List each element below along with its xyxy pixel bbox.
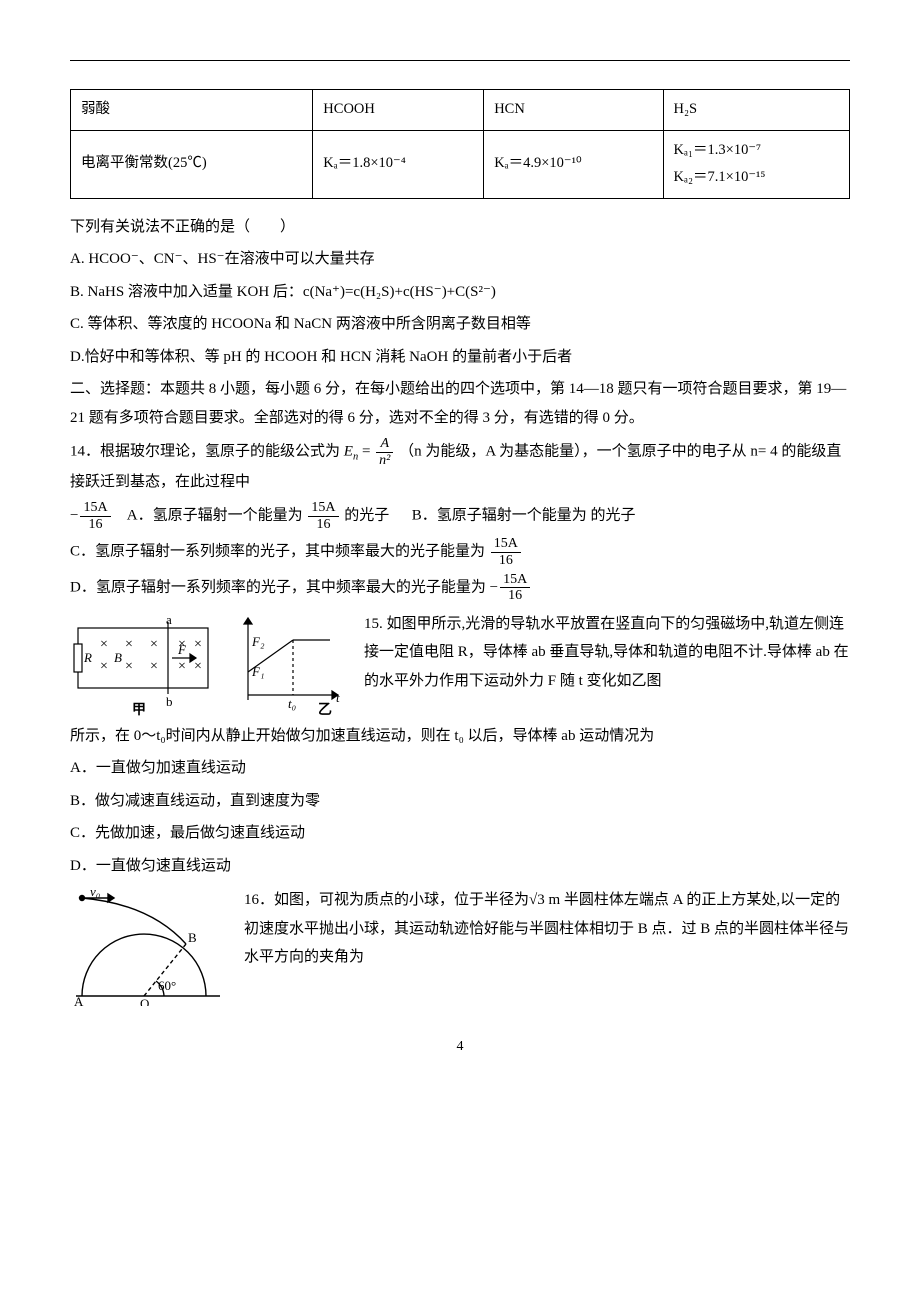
- frac-num: 15A: [491, 536, 521, 552]
- neg: −: [490, 579, 498, 595]
- svg-text:×: ×: [194, 637, 202, 652]
- stem-text: 14．根据玻尔理论，氢原子的能级公式为: [70, 443, 340, 459]
- svg-text:×: ×: [150, 659, 158, 674]
- label-b: b: [166, 694, 173, 709]
- svg-text:×: ×: [125, 659, 133, 674]
- semicircle-svg: v₀ B A O 60°: [70, 886, 230, 1006]
- label-O: O: [140, 996, 149, 1006]
- svg-text:×: ×: [150, 637, 158, 652]
- svg-text:×: ×: [100, 637, 108, 652]
- frac-den: n²: [376, 453, 393, 468]
- option: D．氢原子辐射一系列频率的光子，其中频率最大的光子能量为 − 15A 16: [70, 572, 850, 604]
- row-label: 电离平衡常数(25℃): [71, 130, 313, 198]
- svg-text:×: ×: [100, 659, 108, 674]
- stem-text: 16．如图，可视为质点的小球，位于半径为: [244, 892, 529, 908]
- cell: Kₐ＝1.8×10⁻⁴: [313, 130, 484, 198]
- cell: Kₐ＝4.9×10⁻¹⁰: [484, 130, 663, 198]
- col-header: HCOOH: [313, 90, 484, 131]
- option-text: C．氢原子辐射一系列频率的光子，其中频率最大的光子能量为: [70, 544, 485, 560]
- label-a: a: [166, 612, 172, 627]
- option: C．氢原子辐射一系列频率的光子，其中频率最大的光子能量为 15A 16: [70, 536, 850, 568]
- cell-line: Kₐ₂＝7.1×10⁻¹⁵: [674, 164, 839, 192]
- figure-15: ××× ××× ×× ×× R B a b F 甲: [70, 610, 350, 720]
- fraction: 15A 16: [500, 572, 530, 604]
- sqrt: √3: [529, 892, 545, 908]
- option: D.恰好中和等体积、等 pH 的 HCOOH 和 HCN 消耗 NaOH 的量前…: [70, 343, 850, 372]
- option: C. 等体积、等浓度的 HCOONa 和 NaCN 两溶液中所含阴离子数目相等: [70, 310, 850, 339]
- caption-yi: 乙: [318, 702, 332, 718]
- label-B: B: [114, 650, 122, 665]
- cell-line: Kₐ₁＝1.3×10⁻⁷: [674, 137, 839, 165]
- label-t0: t₀: [288, 696, 296, 711]
- table-row: 电离平衡常数(25℃) Kₐ＝1.8×10⁻⁴ Kₐ＝4.9×10⁻¹⁰ Kₐ₁…: [71, 130, 850, 198]
- frac-den: 16: [308, 517, 338, 532]
- frac-den: 16: [491, 553, 521, 568]
- question-stem: 14．根据玻尔理论，氢原子的能级公式为 En = A n² （n 为能级，A 为…: [70, 436, 850, 496]
- option-text: A．氢原子辐射一个能量为: [127, 508, 303, 524]
- option: B. NaHS 溶液中加入适量 KOH 后：c(Na⁺)=c(H₂S)+c(HS…: [70, 278, 850, 307]
- var-sub: n: [353, 451, 358, 462]
- col-header: HCN: [484, 90, 663, 131]
- option: D．一直做匀速直线运动: [70, 852, 850, 881]
- option: A. HCOO⁻、CN⁻、HS⁻在溶液中可以大量共存: [70, 245, 850, 274]
- label-B: B: [188, 930, 197, 945]
- cell: Kₐ₁＝1.3×10⁻⁷ Kₐ₂＝7.1×10⁻¹⁵: [663, 130, 849, 198]
- page-number: 4: [70, 1034, 850, 1061]
- frac-den: 16: [80, 517, 110, 532]
- leading-frac: −: [70, 508, 78, 524]
- fraction: 15A 16: [491, 536, 521, 568]
- option-text: 的光子: [344, 508, 389, 524]
- option-row: − 15A 16 A．氢原子辐射一个能量为 15A 16 的光子 B．氢原子辐射…: [70, 500, 850, 532]
- question-stem: 15. 如图甲所示,光滑的导轨水平放置在竖直向下的匀强磁场中,轨道左侧连接一定值…: [364, 610, 850, 696]
- option: B．做匀减速直线运动，直到速度为零: [70, 787, 850, 816]
- svg-text:×: ×: [178, 659, 186, 674]
- label-F1: F₁: [251, 664, 264, 679]
- svg-text:×: ×: [125, 637, 133, 652]
- question-stem-cont: 所示，在 0～t₀时间内从静止开始做匀加速直线运动，则在 t₀ 以后，导体棒 a…: [70, 722, 850, 751]
- weak-acid-table: 弱酸 HCOOH HCN H₂S 电离平衡常数(25℃) Kₐ＝1.8×10⁻⁴…: [70, 89, 850, 199]
- frac-num: 15A: [308, 500, 338, 516]
- label-R: R: [83, 650, 92, 665]
- option-text: B．氢原子辐射一个能量为 的光子: [412, 508, 636, 524]
- svg-text:×: ×: [194, 659, 202, 674]
- label-F: F: [177, 642, 187, 657]
- label-F2: F₂: [251, 634, 265, 649]
- eq: =: [362, 443, 374, 459]
- caption-jia: 甲: [132, 702, 146, 718]
- frac-den: 16: [500, 588, 530, 603]
- option: A．一直做匀加速直线运动: [70, 754, 850, 783]
- option: C．先做加速，最后做匀速直线运动: [70, 819, 850, 848]
- section-header: 二、选择题：本题共 8 小题，每小题 6 分，在每小题给出的四个选项中，第 14…: [70, 375, 850, 432]
- fraction: 15A 16: [308, 500, 338, 532]
- frac-num: 15A: [80, 500, 110, 516]
- label-t: t: [336, 690, 340, 705]
- fraction: A n²: [376, 436, 393, 468]
- fraction: 15A 16: [80, 500, 110, 532]
- circuit-and-graph-svg: ××× ××× ×× ×× R B a b F 甲: [70, 610, 350, 720]
- table-row: 弱酸 HCOOH HCN H₂S: [71, 90, 850, 131]
- question-stem: 16．如图，可视为质点的小球，位于半径为√3 m 半圆柱体左端点 A 的正上方某…: [244, 886, 850, 972]
- var: E: [344, 443, 353, 459]
- frac-num: 15A: [500, 572, 530, 588]
- label-angle: 60°: [158, 978, 176, 993]
- col-header: 弱酸: [71, 90, 313, 131]
- col-header: H₂S: [663, 90, 849, 131]
- option-text: D．氢原子辐射一系列频率的光子，其中频率最大的光子能量为: [70, 579, 486, 595]
- label-v0: v₀: [90, 886, 100, 899]
- frac-num: A: [376, 436, 393, 452]
- top-rule: [70, 60, 850, 61]
- label-A: A: [74, 994, 84, 1006]
- figure-16: v₀ B A O 60°: [70, 886, 230, 1006]
- question-lead: 下列有关说法不正确的是（ ）: [70, 213, 850, 242]
